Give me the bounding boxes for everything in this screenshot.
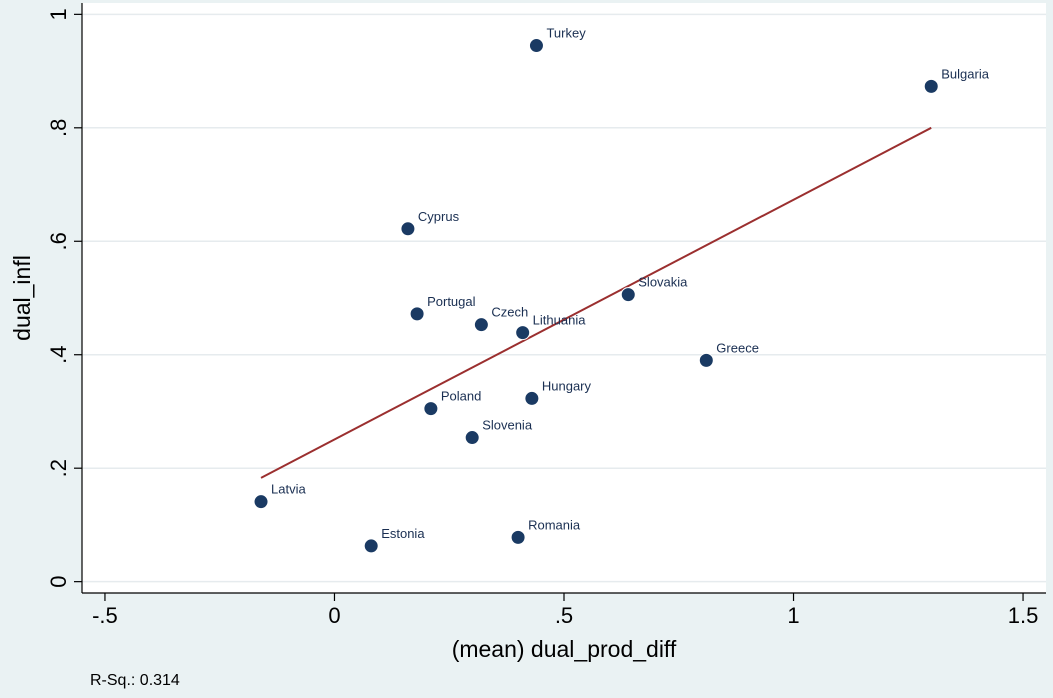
data-point	[515, 325, 531, 341]
point-label: Slovakia	[638, 275, 688, 290]
data-point	[528, 38, 544, 54]
x-tick-label: .5	[555, 603, 573, 628]
data-point	[524, 390, 540, 406]
point-label: Turkey	[546, 26, 586, 41]
x-tick-label: 1.5	[1008, 603, 1039, 628]
point-label: Portugal	[427, 294, 476, 309]
point-label: Cyprus	[418, 209, 460, 224]
point-label: Romania	[528, 517, 581, 532]
fit-line	[260, 126, 932, 479]
data-point	[400, 221, 416, 237]
data-point	[923, 78, 939, 94]
data-point	[698, 352, 714, 368]
data-point	[473, 317, 489, 333]
gridlines	[82, 13, 1046, 583]
data-point	[464, 430, 480, 446]
data-point	[423, 401, 439, 417]
point-label: Czech	[491, 305, 528, 320]
y-axis-title: dual_infl	[9, 255, 35, 341]
x-tick-label: -.5	[92, 603, 118, 628]
y-tick-label: .6	[46, 232, 71, 250]
data-point	[409, 306, 425, 322]
x-tick-label: 1	[787, 603, 799, 628]
plot-area	[82, 3, 1046, 593]
x-tick-label: 0	[328, 603, 340, 628]
y-tick-label: 1	[46, 8, 71, 20]
fit-line-group	[260, 126, 932, 479]
y-tick-label: .4	[46, 346, 71, 364]
x-axis-title: (mean) dual_prod_diff	[452, 636, 677, 662]
point-label: Greece	[716, 340, 759, 355]
y-tick-label: .8	[46, 119, 71, 137]
r-squared-note: R-Sq.: 0.314	[90, 672, 180, 689]
data-point	[510, 529, 526, 545]
point-label: Hungary	[542, 378, 592, 393]
point-label: Slovenia	[482, 418, 533, 433]
data-point	[363, 538, 379, 554]
y-tick-label: 0	[46, 576, 71, 588]
point-label: Poland	[441, 389, 481, 404]
axes: 0 .2 .4 .6 .8 1 -.5 0 .5 1 1.5	[46, 3, 1046, 628]
point-label: Bulgaria	[941, 66, 989, 81]
point-label: Latvia	[271, 482, 306, 497]
data-point	[620, 287, 636, 303]
y-tick-label: .2	[46, 459, 71, 477]
point-label: Estonia	[381, 526, 425, 541]
point-label: Lithuania	[533, 313, 587, 328]
points-group: Turkey Bulgaria Cyprus Slovakia Portugal Czec…	[253, 26, 990, 554]
data-point	[253, 494, 269, 510]
